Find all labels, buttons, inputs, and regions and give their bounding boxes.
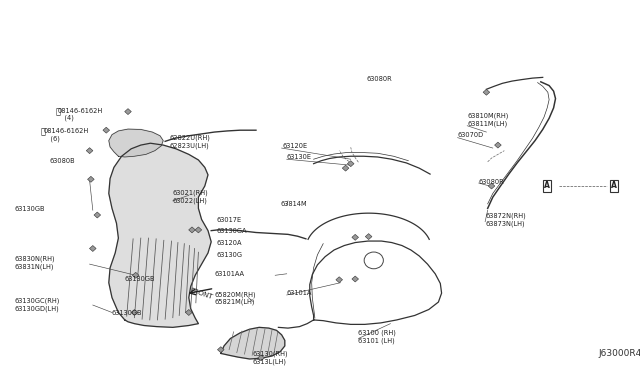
Text: Ⓑ: Ⓑ — [41, 128, 46, 137]
Polygon shape — [86, 148, 93, 154]
Polygon shape — [336, 277, 342, 283]
Text: 63100 (RH)
63101 (LH): 63100 (RH) 63101 (LH) — [358, 330, 396, 344]
Text: 63120E: 63120E — [283, 143, 308, 149]
Polygon shape — [221, 327, 285, 359]
Text: 63814M: 63814M — [280, 201, 307, 207]
Text: 63017E: 63017E — [216, 217, 241, 223]
Text: 62822U(RH)
62823U(LH): 62822U(RH) 62823U(LH) — [170, 135, 211, 149]
Text: 63021(RH)
63022(LH): 63021(RH) 63022(LH) — [173, 189, 209, 203]
Text: 63101A: 63101A — [287, 290, 312, 296]
Polygon shape — [352, 234, 358, 240]
Polygon shape — [103, 127, 109, 133]
Polygon shape — [132, 272, 139, 278]
Text: 63130GB: 63130GB — [14, 206, 45, 212]
Text: 65820M(RH)
65821M(LH): 65820M(RH) 65821M(LH) — [214, 291, 256, 305]
Text: 63872N(RH)
63873N(LH): 63872N(RH) 63873N(LH) — [485, 212, 526, 227]
Text: Ⓑ: Ⓑ — [55, 107, 60, 116]
Polygon shape — [90, 246, 96, 251]
Text: 63080R: 63080R — [366, 76, 392, 82]
Text: A: A — [611, 182, 618, 190]
Text: 63120A: 63120A — [216, 240, 242, 246]
Text: 63130GB: 63130GB — [125, 276, 156, 282]
Text: 63130GA: 63130GA — [216, 228, 247, 234]
Text: 63080R: 63080R — [479, 179, 504, 185]
Text: 63130G: 63130G — [216, 252, 243, 258]
Text: 63130(RH)
6313L(LH): 63130(RH) 6313L(LH) — [253, 351, 289, 365]
Text: 08146-6162H
   (4): 08146-6162H (4) — [58, 108, 103, 121]
Polygon shape — [348, 161, 354, 167]
Text: 63130E: 63130E — [287, 154, 312, 160]
Polygon shape — [186, 310, 192, 315]
Polygon shape — [88, 176, 94, 182]
Polygon shape — [131, 310, 138, 315]
Text: 63810M(RH)
63811M(LH): 63810M(RH) 63811M(LH) — [467, 113, 509, 127]
Polygon shape — [195, 227, 202, 233]
Text: 63130GB: 63130GB — [112, 310, 143, 316]
Polygon shape — [94, 212, 100, 218]
Text: 63101AA: 63101AA — [214, 271, 244, 277]
Text: 63070D: 63070D — [458, 132, 484, 138]
Text: 08146-6162H
   (6): 08146-6162H (6) — [44, 128, 89, 141]
Polygon shape — [125, 109, 131, 115]
Polygon shape — [109, 129, 163, 157]
Text: J63000R4: J63000R4 — [598, 349, 640, 358]
Text: 63130GC(RH)
63130GD(LH): 63130GC(RH) 63130GD(LH) — [14, 298, 60, 312]
Polygon shape — [218, 347, 224, 353]
Text: A: A — [544, 182, 550, 190]
Text: 63830N(RH)
63831N(LH): 63830N(RH) 63831N(LH) — [14, 256, 54, 270]
Polygon shape — [109, 143, 211, 327]
Polygon shape — [365, 234, 372, 240]
Polygon shape — [258, 355, 264, 361]
Polygon shape — [352, 276, 358, 282]
Text: 63080B: 63080B — [50, 158, 76, 164]
Polygon shape — [483, 89, 490, 95]
Polygon shape — [495, 142, 501, 148]
Polygon shape — [488, 183, 495, 189]
Polygon shape — [342, 165, 349, 171]
Text: FRONT: FRONT — [189, 287, 214, 300]
Polygon shape — [189, 227, 195, 233]
